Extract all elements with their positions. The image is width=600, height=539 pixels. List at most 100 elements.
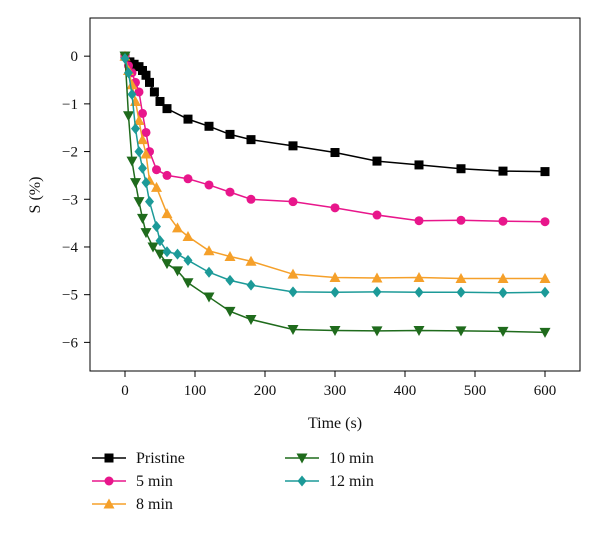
- data-point: [133, 115, 145, 126]
- data-point: [225, 187, 235, 197]
- data-point: [246, 279, 256, 291]
- data-point: [540, 167, 550, 177]
- data-point: [129, 59, 139, 69]
- data-point: [172, 222, 183, 233]
- data-point: [130, 178, 141, 189]
- data-point: [224, 251, 236, 262]
- data-point: [161, 259, 173, 270]
- legend-marker: [296, 453, 308, 464]
- plot-frame: [89, 17, 581, 372]
- data-point: [127, 88, 137, 100]
- data-point: [414, 160, 424, 170]
- legend: Pristine 5 min 8 min 10 min 12 min: [92, 450, 374, 513]
- data-point: [246, 135, 256, 145]
- data-point: [539, 272, 551, 283]
- data-point: [141, 70, 151, 80]
- data-point: [245, 314, 257, 325]
- data-point: [455, 326, 467, 337]
- data-point: [330, 286, 340, 298]
- data-point: [183, 114, 193, 124]
- data-point: [152, 220, 161, 232]
- x-tick-label: 400: [394, 383, 417, 399]
- data-point: [245, 255, 257, 266]
- series-line: [124, 55, 545, 280]
- data-point: [126, 79, 138, 90]
- data-point: [204, 121, 214, 131]
- data-point: [456, 286, 466, 298]
- legend-item: 5 min: [92, 473, 173, 490]
- data-point: [141, 177, 151, 189]
- x-tick-label: 0: [121, 383, 129, 399]
- data-point: [371, 272, 383, 283]
- data-point: [287, 268, 299, 279]
- data-point: [155, 96, 165, 106]
- y-tick-label: −2: [62, 145, 78, 161]
- data-point: [137, 134, 148, 145]
- data-point: [288, 197, 298, 207]
- data-point: [140, 228, 152, 239]
- y-tick-label: −6: [62, 335, 78, 351]
- data-point: [288, 286, 298, 298]
- data-point: [372, 156, 382, 166]
- data-point: [147, 242, 159, 253]
- data-point: [149, 87, 159, 97]
- data-point: [498, 287, 508, 299]
- data-point: [539, 327, 551, 338]
- data-point: [154, 249, 166, 260]
- data-point: [224, 306, 236, 317]
- data-point: [133, 197, 145, 208]
- legend-marker: [104, 476, 114, 486]
- series-pristine: [120, 51, 550, 177]
- data-point: [498, 216, 508, 226]
- y-tick-label: −1: [62, 97, 78, 113]
- data-point: [204, 266, 214, 278]
- series-10-min: [119, 51, 551, 338]
- data-point: [372, 210, 382, 220]
- data-point: [162, 104, 172, 114]
- data-point: [124, 67, 133, 79]
- data-point: [131, 123, 140, 135]
- series-5-min: [120, 51, 550, 227]
- legend-item: Pristine: [92, 450, 185, 467]
- data-point: [203, 245, 215, 256]
- x-tick-label: 200: [254, 383, 277, 399]
- data-point: [151, 181, 162, 192]
- data-point: [173, 248, 182, 260]
- x-tick-label: 300: [324, 383, 347, 399]
- data-point: [414, 216, 424, 226]
- series-line: [124, 55, 546, 223]
- data-point: [140, 148, 152, 159]
- legend-label: 10 min: [329, 450, 374, 467]
- data-point: [287, 324, 299, 335]
- data-point: [455, 272, 467, 283]
- x-tick-label: 600: [534, 383, 557, 399]
- y-tick-label: 0: [71, 49, 79, 65]
- series-line: [124, 56, 546, 334]
- data-point: [329, 272, 341, 283]
- x-tick-label: 500: [464, 383, 487, 399]
- data-point: [497, 272, 509, 283]
- data-point: [172, 266, 183, 277]
- data-point: [372, 286, 382, 298]
- data-point: [141, 127, 151, 137]
- data-point: [371, 326, 383, 337]
- data-point: [456, 215, 466, 225]
- data-point: [161, 208, 173, 219]
- data-point: [152, 165, 161, 175]
- series-8-min: [119, 50, 551, 283]
- legend-marker: [104, 453, 114, 463]
- data-point: [330, 148, 340, 158]
- data-point: [540, 217, 550, 227]
- legend-label: 12 min: [329, 473, 374, 490]
- x-axis-title: Time (s): [308, 415, 362, 432]
- data-point: [413, 272, 425, 283]
- data-point: [413, 325, 425, 336]
- data-point: [540, 286, 550, 298]
- data-point: [138, 108, 147, 118]
- data-point: [225, 274, 235, 286]
- data-point: [456, 164, 466, 174]
- data-point: [145, 196, 154, 208]
- data-point: [225, 129, 235, 139]
- data-point: [329, 325, 341, 336]
